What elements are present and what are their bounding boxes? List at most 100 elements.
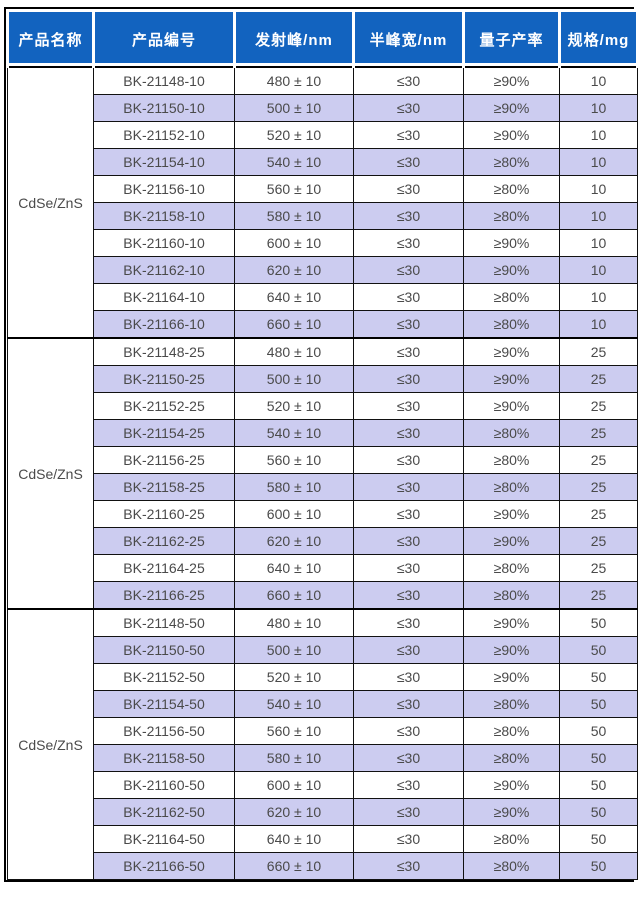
table-row: BK-21156-50 560 ± 10 ≤30 ≥80% 50 xyxy=(8,717,638,745)
product-group: CdSe/ZnS BK-21148-50 480 ± 10 ≤30 ≥90% 50 BK-2… xyxy=(7,608,638,880)
header-product-code: 产品编号 xyxy=(92,9,236,68)
spec-mg-cell: 50 xyxy=(559,852,638,880)
emission-peak-cell: 640 ± 10 xyxy=(234,825,354,853)
quantum-yield-cell: ≥80% xyxy=(463,446,560,474)
table-row: BK-21154-25 540 ± 10 ≤30 ≥80% 25 xyxy=(8,419,638,447)
product-code-cell: BK-21160-10 xyxy=(93,229,235,257)
fwhm-cell: ≤30 xyxy=(353,310,464,339)
product-code-cell: BK-21150-10 xyxy=(93,94,235,122)
product-code-cell: BK-21164-50 xyxy=(93,825,235,853)
product-code-cell: BK-21148-10 xyxy=(93,66,235,95)
emission-peak-cell: 640 ± 10 xyxy=(234,283,354,311)
fwhm-cell: ≤30 xyxy=(353,581,464,610)
header-spec-mg: 规格/mg xyxy=(558,9,638,68)
spec-mg-cell: 25 xyxy=(559,365,638,393)
product-code-cell: BK-21154-10 xyxy=(93,148,235,176)
table-row: BK-21158-25 580 ± 10 ≤30 ≥80% 25 xyxy=(8,473,638,501)
quantum-yield-cell: ≥90% xyxy=(463,229,560,257)
product-code-cell: BK-21154-25 xyxy=(93,419,235,447)
table-row: BK-21164-10 640 ± 10 ≤30 ≥80% 10 xyxy=(8,283,638,311)
spec-mg-cell: 25 xyxy=(559,581,638,610)
spec-mg-cell: 50 xyxy=(559,771,638,799)
fwhm-cell: ≤30 xyxy=(353,121,464,149)
emission-peak-cell: 480 ± 10 xyxy=(234,337,354,366)
table-row: BK-21166-50 660 ± 10 ≤30 ≥80% 50 xyxy=(8,852,638,880)
product-name-cell: CdSe/ZnS xyxy=(7,608,94,880)
header-emission-peak: 发射峰/nm xyxy=(233,9,355,68)
table-header: 产品名称 产品编号 发射峰/nm 半峰宽/nm 量子产率 规格/mg xyxy=(6,9,638,68)
fwhm-cell: ≤30 xyxy=(353,148,464,176)
spec-mg-cell: 10 xyxy=(559,256,638,284)
product-name-cell: CdSe/ZnS xyxy=(7,337,94,610)
quantum-yield-cell: ≥80% xyxy=(463,310,560,339)
quantum-yield-cell: ≥90% xyxy=(463,365,560,393)
emission-peak-cell: 540 ± 10 xyxy=(234,690,354,718)
fwhm-cell: ≤30 xyxy=(353,554,464,582)
product-code-cell: BK-21158-25 xyxy=(93,473,235,501)
product-code-cell: BK-21156-10 xyxy=(93,175,235,203)
product-code-cell: BK-21166-25 xyxy=(93,581,235,610)
product-code-cell: BK-21152-50 xyxy=(93,663,235,691)
table-row: CdSe/ZnS BK-21148-10 480 ± 10 ≤30 ≥90% 10 xyxy=(7,66,638,339)
spec-mg-cell: 50 xyxy=(559,744,638,772)
spec-mg-cell: 10 xyxy=(559,121,638,149)
quantum-yield-cell: ≥90% xyxy=(463,500,560,528)
quantum-yield-cell: ≥90% xyxy=(463,256,560,284)
product-name-cell: CdSe/ZnS xyxy=(7,66,94,339)
table-row: BK-21154-10 540 ± 10 ≤30 ≥80% 10 xyxy=(8,148,638,176)
emission-peak-cell: 620 ± 10 xyxy=(234,798,354,826)
emission-peak-cell: 560 ± 10 xyxy=(234,717,354,745)
emission-peak-cell: 500 ± 10 xyxy=(234,636,354,664)
table-row: BK-21164-50 640 ± 10 ≤30 ≥80% 50 xyxy=(8,825,638,853)
emission-peak-cell: 560 ± 10 xyxy=(234,175,354,203)
spec-mg-cell: 50 xyxy=(559,825,638,853)
header-fwhm: 半峰宽/nm xyxy=(352,9,465,68)
spec-mg-cell: 50 xyxy=(559,717,638,745)
quantum-yield-cell: ≥80% xyxy=(463,202,560,230)
fwhm-cell: ≤30 xyxy=(353,337,464,366)
table-row: BK-21164-25 640 ± 10 ≤30 ≥80% 25 xyxy=(8,554,638,582)
table-row: BK-21158-10 580 ± 10 ≤30 ≥80% 10 xyxy=(8,202,638,230)
table-row: BK-21154-50 540 ± 10 ≤30 ≥80% 50 xyxy=(8,690,638,718)
fwhm-cell: ≤30 xyxy=(353,636,464,664)
fwhm-cell: ≤30 xyxy=(353,825,464,853)
table-row: BK-21152-25 520 ± 10 ≤30 ≥90% 25 xyxy=(8,392,638,420)
fwhm-cell: ≤30 xyxy=(353,419,464,447)
product-code-cell: BK-21164-25 xyxy=(93,554,235,582)
fwhm-cell: ≤30 xyxy=(353,690,464,718)
spec-mg-cell: 25 xyxy=(559,446,638,474)
quantum-yield-cell: ≥80% xyxy=(463,283,560,311)
product-code-cell: BK-21160-50 xyxy=(93,771,235,799)
emission-peak-cell: 600 ± 10 xyxy=(234,771,354,799)
spec-mg-cell: 10 xyxy=(559,148,638,176)
emission-peak-cell: 660 ± 10 xyxy=(234,581,354,610)
product-code-cell: BK-21148-25 xyxy=(93,337,235,366)
fwhm-cell: ≤30 xyxy=(353,500,464,528)
emission-peak-cell: 620 ± 10 xyxy=(234,527,354,555)
table-row: BK-21156-25 560 ± 10 ≤30 ≥80% 25 xyxy=(8,446,638,474)
table-row: BK-21160-25 600 ± 10 ≤30 ≥90% 25 xyxy=(8,500,638,528)
spec-mg-cell: 10 xyxy=(559,229,638,257)
quantum-yield-cell: ≥80% xyxy=(463,744,560,772)
table-row: BK-21162-10 620 ± 10 ≤30 ≥90% 10 xyxy=(8,256,638,284)
product-code-cell: BK-21166-50 xyxy=(93,852,235,880)
emission-peak-cell: 640 ± 10 xyxy=(234,554,354,582)
spec-mg-cell: 25 xyxy=(559,337,638,366)
table-row: BK-21158-50 580 ± 10 ≤30 ≥80% 50 xyxy=(8,744,638,772)
quantum-yield-cell: ≥80% xyxy=(463,852,560,880)
fwhm-cell: ≤30 xyxy=(353,66,464,95)
quantum-yield-cell: ≥80% xyxy=(463,717,560,745)
product-code-cell: BK-21156-25 xyxy=(93,446,235,474)
emission-peak-cell: 540 ± 10 xyxy=(234,419,354,447)
table-row: BK-21166-25 660 ± 10 ≤30 ≥80% 25 xyxy=(8,581,638,610)
emission-peak-cell: 600 ± 10 xyxy=(234,229,354,257)
emission-peak-cell: 500 ± 10 xyxy=(234,94,354,122)
emission-peak-cell: 580 ± 10 xyxy=(234,473,354,501)
emission-peak-cell: 660 ± 10 xyxy=(234,310,354,339)
table-row: BK-21160-50 600 ± 10 ≤30 ≥90% 50 xyxy=(8,771,638,799)
spec-mg-cell: 25 xyxy=(559,527,638,555)
spec-mg-cell: 50 xyxy=(559,608,638,637)
fwhm-cell: ≤30 xyxy=(353,365,464,393)
table-row: BK-21166-10 660 ± 10 ≤30 ≥80% 10 xyxy=(8,310,638,339)
quantum-yield-cell: ≥80% xyxy=(463,175,560,203)
